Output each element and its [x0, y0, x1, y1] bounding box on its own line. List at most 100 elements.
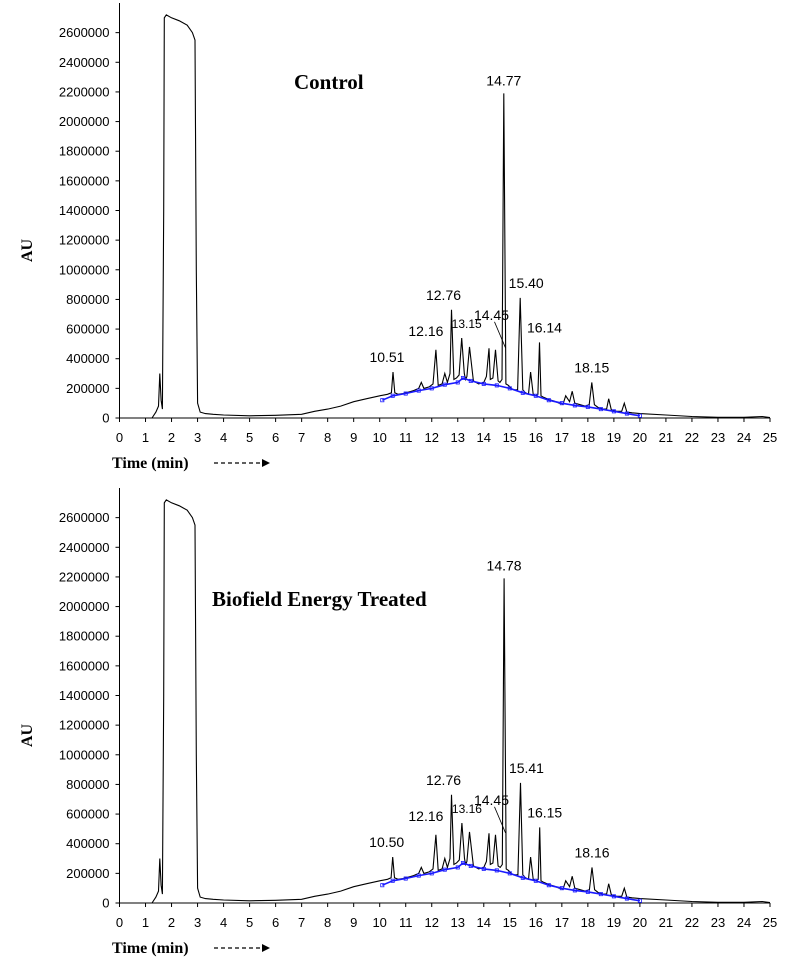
panel-1-baseline-point — [416, 388, 421, 393]
panel-1-y-tick-label: 800000 — [66, 292, 109, 307]
panel-2-x-tick-label: 2 — [168, 915, 175, 930]
panel-1-peak-label: 18.15 — [574, 359, 609, 375]
panel-2-peak-label: 15.41 — [509, 760, 544, 776]
panel-1-y-tick-label: 200000 — [66, 381, 109, 396]
panel-1-y-tick-label: 1200000 — [59, 233, 110, 248]
panel-2-x-tick-label: 7 — [298, 915, 305, 930]
panel-2-x-tick-label: 11 — [399, 915, 413, 930]
panel-1-baseline-point — [598, 407, 603, 412]
panel-2-baseline-point — [460, 860, 465, 865]
panel-2-y-tick-label: 2400000 — [59, 540, 110, 555]
panel-1-peak-label: 10.51 — [369, 349, 404, 365]
panel-1-baseline-point — [624, 411, 629, 416]
panel-1-y-tick-label: 1800000 — [59, 144, 110, 159]
panel-1-baseline-point — [429, 386, 434, 391]
panel-1-baseline-point — [507, 386, 512, 391]
panel-2-title: Biofield Energy Treated — [212, 587, 427, 611]
panel-2-baseline-point — [380, 883, 385, 888]
panel-1-baseline-point — [637, 413, 642, 418]
panel-1-baseline-point — [380, 398, 385, 403]
panel-1-x-tick-label: 13 — [451, 430, 465, 445]
panel-1-peak-label: 13.15 — [452, 317, 482, 331]
panel-1-peak-leader-line — [494, 321, 506, 348]
panel-2-baseline-point — [390, 878, 395, 883]
panel-1-x-tick-label: 8 — [324, 430, 331, 445]
panel-2-x-tick-label: 15 — [503, 915, 517, 930]
panel-1-x-tick-label: 25 — [763, 430, 777, 445]
panel-2-x-tick-label: 14 — [477, 915, 491, 930]
panel-2-y-axis-label: AU — [19, 724, 36, 748]
panel-1-baseline-point — [546, 398, 551, 403]
panel-2-x-tick-label: 21 — [659, 915, 673, 930]
panel-2-baseline-point — [559, 886, 564, 891]
panel-2-x-tick-label: 4 — [220, 915, 227, 930]
panel-1-x-tick-label: 0 — [116, 430, 123, 445]
panel-2-y-tick-label: 0 — [102, 896, 109, 911]
panel-1-x-tick-label: 21 — [659, 430, 673, 445]
panel-2-baseline-point — [585, 889, 590, 894]
panel-1-baseline-trace — [381, 377, 641, 417]
panel-2-x-tick-label: 17 — [555, 915, 569, 930]
panel-1-x-tick-label: 24 — [737, 430, 751, 445]
panel-2-peak-leader-line — [494, 806, 506, 833]
panel-2-x-tick-label: 8 — [324, 915, 331, 930]
panel-2-signal-trace — [119, 499, 771, 904]
panel-2-baseline-point — [507, 871, 512, 876]
panel-1-signal-trace — [119, 14, 771, 419]
panel-2-x-axis-arrow-head — [262, 944, 270, 952]
panel-1-baseline-point — [390, 393, 395, 398]
panel-2-y-tick-label: 1800000 — [59, 629, 110, 644]
panel-2-peak-label: 16.15 — [527, 804, 562, 820]
panel-1-peak-label: 12.76 — [426, 287, 461, 303]
panel-1-y-tick-label: 2400000 — [59, 55, 110, 70]
panel-2-y-tick-label: 400000 — [66, 836, 109, 851]
panel-2-x-tick-label: 13 — [451, 915, 465, 930]
panel-2-baseline-point — [481, 866, 486, 871]
panel-2-x-tick-label: 3 — [194, 915, 201, 930]
panel-2-x-tick-label: 18 — [581, 915, 595, 930]
panel-2-x-tick-label: 9 — [350, 915, 357, 930]
panel-1-x-tick-label: 16 — [529, 430, 543, 445]
panel-1-x-tick-label: 9 — [350, 430, 357, 445]
panel-1-x-tick-label: 18 — [581, 430, 595, 445]
panel-1-baseline-point — [572, 403, 577, 408]
panel-2-y-tick-label: 2600000 — [59, 510, 110, 525]
panel-1-x-tick-label: 7 — [298, 430, 305, 445]
panel-1-x-tick-label: 5 — [246, 430, 253, 445]
panel-1-x-axis-label: Time (min) — [112, 455, 189, 472]
panel-1-x-tick-label: 22 — [685, 430, 699, 445]
panel-1-x-tick-label: 2 — [168, 430, 175, 445]
panel-1-peak-label: 14.45 — [474, 307, 509, 323]
panel-2-baseline-point — [416, 873, 421, 878]
panel-1-baseline-point — [494, 383, 499, 388]
panel-2-baseline-point — [468, 863, 473, 868]
panel-1-x-tick-label: 12 — [425, 430, 439, 445]
panel-2-y-tick-label: 1600000 — [59, 658, 110, 673]
panel-1-x-tick-label: 19 — [607, 430, 621, 445]
panel-2-y-tick-label: 2000000 — [59, 599, 110, 614]
panel-2-x-tick-label: 23 — [711, 915, 725, 930]
panel-2-x-tick-label: 22 — [685, 915, 699, 930]
panel-2-x-tick-label: 24 — [737, 915, 751, 930]
panel-2-baseline-point — [598, 892, 603, 897]
panel-1-x-tick-label: 1 — [142, 430, 149, 445]
panel-2-peak-label: 14.78 — [487, 557, 522, 573]
panel-2-y-tick-label: 1000000 — [59, 747, 110, 762]
panel-1-y-tick-label: 1400000 — [59, 203, 110, 218]
panel-1-baseline-point — [481, 381, 486, 386]
panel-1-y-tick-label: 2600000 — [59, 25, 110, 40]
panel-1-y-tick-label: 600000 — [66, 322, 109, 337]
panel-1-y-tick-label: 1600000 — [59, 173, 110, 188]
panel-1-x-tick-label: 4 — [220, 430, 227, 445]
panel-2-baseline-trace — [381, 862, 641, 902]
panel-2-baseline-point — [442, 867, 447, 872]
panel-2-x-tick-label: 16 — [529, 915, 543, 930]
panel-2-x-tick-label: 1 — [142, 915, 149, 930]
panel-2-baseline-point — [546, 883, 551, 888]
panel-2-baseline-point — [429, 871, 434, 876]
panel-1-y-tick-label: 2200000 — [59, 84, 110, 99]
panel-2-x-tick-label: 0 — [116, 915, 123, 930]
panel-1-x-axis-arrow-head — [262, 459, 270, 467]
